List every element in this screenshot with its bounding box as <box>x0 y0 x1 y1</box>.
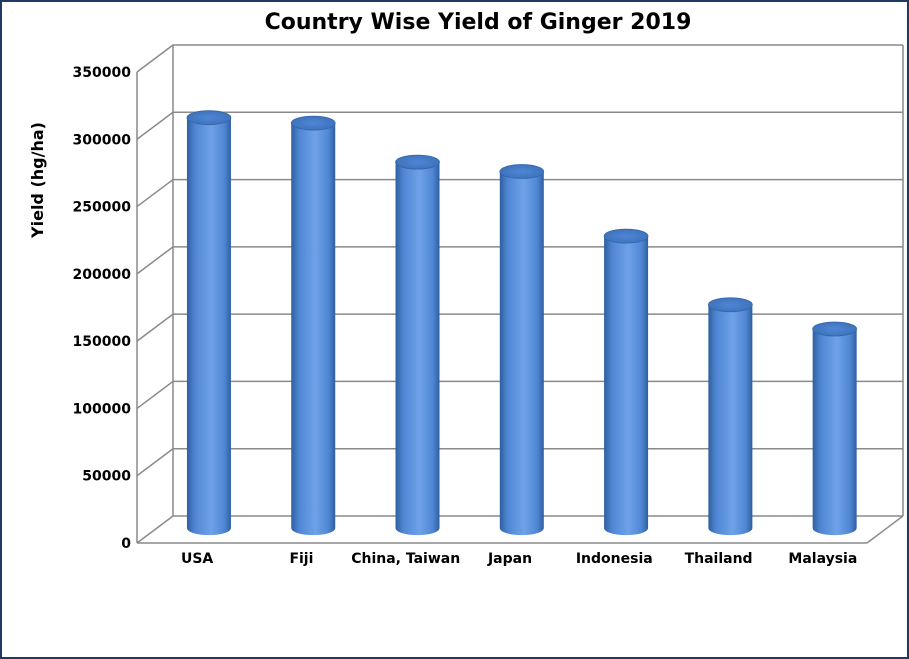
y-tick-label: 100000 <box>73 401 132 417</box>
bar-cap <box>603 228 649 244</box>
chart-title: Country Wise Yield of Ginger 2019 <box>265 10 692 35</box>
bar <box>290 115 336 536</box>
x-tick-label: Fiji <box>289 551 313 567</box>
gridline <box>136 447 903 477</box>
y-tick-label: 150000 <box>73 334 132 350</box>
bar-body <box>708 304 753 536</box>
y-tick-label: 0 <box>121 536 131 552</box>
bar <box>186 110 232 536</box>
x-tick-label: Japan <box>487 551 532 567</box>
x-tick-label: China, Taiwan <box>351 551 460 567</box>
x-tick-labels: USA Fiji China, Taiwan Japan Indonesia Thaila… <box>181 551 857 567</box>
gridline <box>136 178 903 208</box>
bar-cap <box>707 297 753 313</box>
bar-body <box>812 328 857 536</box>
bar-body <box>395 162 440 536</box>
x-tick-label: USA <box>181 551 213 567</box>
gridline <box>136 380 903 410</box>
y-tick-label: 250000 <box>73 200 132 216</box>
gridlines <box>136 44 904 544</box>
bar-cap <box>186 110 232 126</box>
bar <box>499 164 545 536</box>
bar <box>603 228 649 536</box>
gridline <box>136 111 903 140</box>
bar-body <box>186 117 231 536</box>
floor-right-edge <box>866 515 904 544</box>
bar-cap <box>812 321 858 337</box>
bar-cap <box>290 115 336 131</box>
bar <box>395 154 440 536</box>
bar-cap <box>395 154 440 170</box>
y-tick-label: 50000 <box>82 469 131 485</box>
bar <box>707 297 753 536</box>
y-tick-label: 200000 <box>73 267 132 283</box>
gridline <box>136 246 903 275</box>
y-tick-labels: 0 50000 100000 150000 200000 250000 300000 3500… <box>73 65 132 552</box>
bar <box>812 321 858 536</box>
bar-body <box>499 171 544 536</box>
x-tick-label: Indonesia <box>576 551 653 567</box>
bars <box>186 110 858 536</box>
y-tick-label: 300000 <box>73 132 132 148</box>
gridline <box>136 44 903 73</box>
gridline <box>136 515 903 544</box>
bar-cap <box>499 164 545 179</box>
x-tick-label: Thailand <box>685 551 753 567</box>
bar-body <box>604 236 649 536</box>
gridline <box>136 313 903 342</box>
x-tick-label: Malaysia <box>788 551 857 567</box>
y-tick-label: 350000 <box>73 65 132 81</box>
bar-body <box>291 123 336 536</box>
y-axis-label: Yield (hg/ha) <box>28 122 47 239</box>
